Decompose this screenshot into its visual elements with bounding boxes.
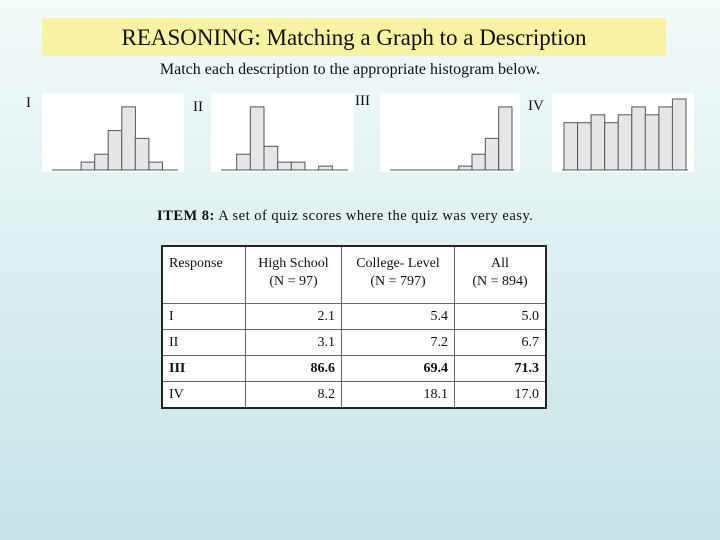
row-college-value: 7.2 [341, 329, 455, 356]
item-text: A set of quiz scores where the quiz was … [218, 208, 534, 224]
histogram-iv-plot [562, 98, 688, 171]
histogram-bar [277, 161, 292, 171]
histogram-bar [121, 106, 136, 171]
histogram-bar [458, 165, 473, 171]
row-college-value: 18.1 [341, 381, 455, 409]
header-all-label: All [491, 256, 509, 271]
row-response: III [161, 355, 246, 382]
histogram-bar [236, 153, 251, 171]
row-all-value: 5.0 [454, 303, 547, 330]
row-all-value: 71.3 [454, 355, 547, 382]
row-response: II [161, 329, 246, 356]
histogram-iii-plot [390, 106, 514, 171]
table-row: IV 8.2 18.1 17.0 [161, 381, 547, 409]
header-all: All (N = 894) [454, 245, 547, 304]
histogram-bar [318, 165, 333, 171]
row-response: I [161, 303, 246, 330]
table-row: II 3.1 7.2 6.7 [161, 329, 547, 356]
histogram-bar [134, 137, 150, 171]
histogram-bar [563, 122, 579, 171]
row-high-school-value: 86.6 [245, 355, 342, 382]
item-description: ITEM 8: A set of quiz scores where the q… [157, 208, 533, 225]
header-high-school: High School (N = 97) [245, 245, 342, 304]
histogram-label-ii: II [193, 99, 203, 115]
histogram-i [42, 93, 184, 172]
row-all-value: 17.0 [454, 381, 547, 409]
histogram-bar [263, 145, 279, 171]
table-header-row: Response High School (N = 97) College- L… [161, 245, 547, 304]
row-all-value: 6.7 [454, 329, 547, 356]
histogram-bar [249, 106, 265, 171]
row-college-value: 69.4 [341, 355, 455, 382]
histogram-i-plot [52, 106, 178, 171]
header-all-n: (N = 894) [472, 274, 528, 289]
instruction-text: Match each description to the appropriat… [159, 61, 541, 78]
header-college: College- Level (N = 797) [341, 245, 455, 304]
histogram-label-i: I [26, 95, 31, 111]
histogram-bar [498, 106, 513, 171]
histogram-bar [658, 106, 674, 171]
table-row: III 86.6 69.4 71.3 [161, 355, 547, 382]
row-college-value: 5.4 [341, 303, 455, 330]
histogram-ii-plot [221, 106, 348, 171]
header-college-n: (N = 797) [370, 274, 426, 289]
histogram-bar [290, 161, 306, 171]
table-row: I 2.1 5.4 5.0 [161, 303, 547, 330]
row-high-school-value: 2.1 [245, 303, 342, 330]
row-high-school-value: 3.1 [245, 329, 342, 356]
histogram-bar [80, 161, 96, 171]
header-college-label: College- Level [356, 256, 440, 271]
histogram-iii [380, 93, 520, 172]
histogram-bar [644, 114, 660, 171]
histogram-iv [552, 93, 694, 172]
histogram-ii [211, 93, 354, 172]
histogram-label-iii: III [355, 93, 370, 109]
histogram-bar [590, 114, 606, 171]
histogram-bar [604, 122, 619, 171]
histogram-bar [577, 122, 592, 171]
histogram-bar [631, 106, 646, 171]
header-high-school-label: High School [258, 256, 329, 271]
row-response: IV [161, 381, 246, 409]
histogram-bar [94, 153, 109, 171]
histogram-label-iv: IV [528, 98, 544, 114]
row-high-school-value: 8.2 [245, 381, 342, 409]
histogram-bar [471, 153, 486, 171]
header-high-school-n: (N = 97) [269, 274, 318, 289]
histogram-bar [671, 98, 687, 171]
histogram-bar [484, 137, 500, 171]
histogram-bar [107, 130, 123, 171]
slide-title: REASONING: Matching a Graph to a Descrip… [42, 18, 666, 56]
results-table: Response High School (N = 97) College- L… [161, 245, 547, 409]
histogram-bar [617, 114, 633, 171]
header-response: Response [161, 245, 246, 304]
item-number: ITEM 8: [157, 208, 215, 224]
histogram-bar [148, 161, 164, 171]
